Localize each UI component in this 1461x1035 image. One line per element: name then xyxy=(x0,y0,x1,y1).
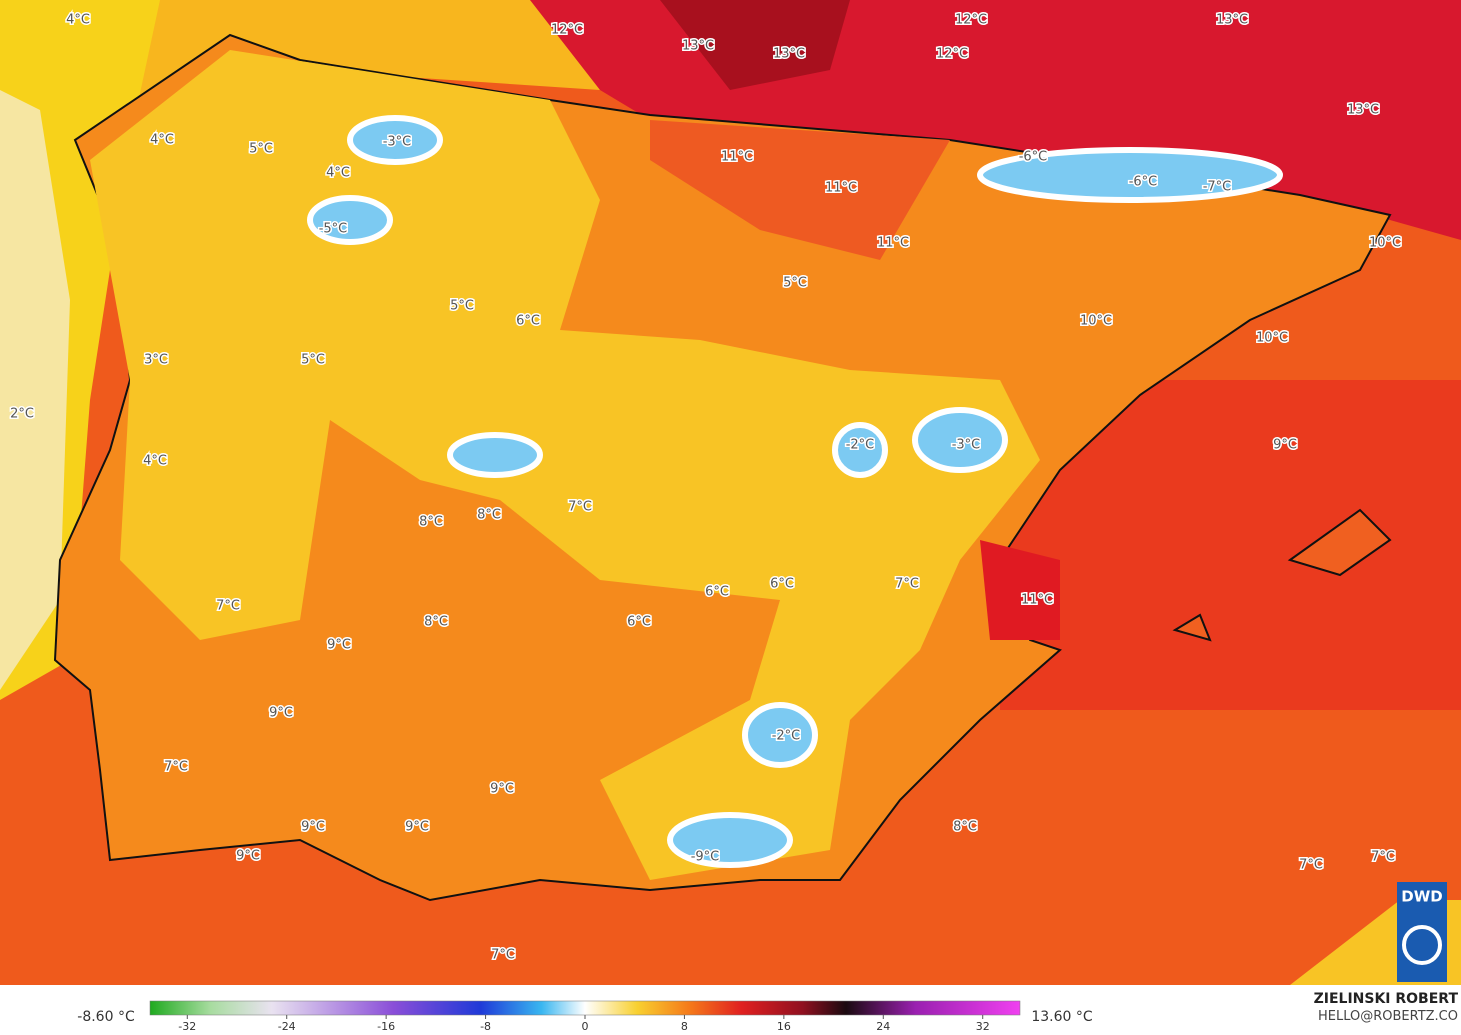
temperature-label: 7°C xyxy=(491,948,515,963)
temperature-label: 9°C xyxy=(269,706,293,721)
temperature-label: 7°C xyxy=(216,599,240,614)
temperature-label: 9°C xyxy=(301,820,325,835)
cold-patches xyxy=(307,115,1283,868)
colorbar xyxy=(149,1000,1021,1016)
temperature-label: 9°C xyxy=(236,849,260,864)
temperature-label: 9°C xyxy=(1273,438,1297,453)
temperature-label: 12°C xyxy=(936,47,968,62)
logo-text: DWD xyxy=(1401,888,1442,906)
logo xyxy=(1397,882,1447,982)
map xyxy=(0,0,1461,985)
temperature-label: -2°C xyxy=(772,729,801,744)
temperature-label: 10°C xyxy=(1256,331,1288,346)
temperature-label: 11°C xyxy=(825,181,857,196)
temperature-label: 9°C xyxy=(327,638,351,653)
valencia xyxy=(980,540,1060,640)
temperature-label: 11°C xyxy=(877,236,909,251)
temperature-label: 6°C xyxy=(770,577,794,592)
email: HELLO@ROBERTZ.CO xyxy=(1318,1009,1458,1024)
meseta xyxy=(90,50,1040,880)
temperature-label: -7°C xyxy=(1203,180,1232,195)
temperature-label: 6°C xyxy=(705,585,729,600)
temperature-label: 6°C xyxy=(627,615,651,630)
colorbar-tick-label: 16 xyxy=(777,1020,791,1033)
temperature-label: 13°C xyxy=(1216,13,1248,28)
temperature-label: 4°C xyxy=(150,133,174,148)
temperature-label: 6°C xyxy=(516,314,540,329)
temperature-label: -3°C xyxy=(383,135,412,150)
temperature-label: 2°C xyxy=(10,407,34,422)
temperature-label: -9°C xyxy=(691,850,720,865)
temperature-label: 7°C xyxy=(568,500,592,515)
temperature-label: 3°C xyxy=(144,353,168,368)
colorbar-tick-label: -24 xyxy=(278,1020,296,1033)
temperature-label: 13°C xyxy=(773,47,805,62)
temperature-label: 9°C xyxy=(490,782,514,797)
france-dark xyxy=(660,0,850,90)
temperature-label: 7°C xyxy=(164,760,188,775)
temperature-label: 13°C xyxy=(682,39,714,54)
colorbar-tick-label: -8 xyxy=(480,1020,491,1033)
temperature-label: -5°C xyxy=(319,222,348,237)
temperature-label: -2°C xyxy=(846,438,875,453)
colorbar-tick-label: 0 xyxy=(582,1020,589,1033)
temperature-label: 8°C xyxy=(424,615,448,630)
ebro xyxy=(650,120,950,260)
temperature-label: -3°C xyxy=(952,438,981,453)
atlantic-pale xyxy=(0,90,70,690)
temperature-label: 12°C xyxy=(955,13,987,28)
colorbar-ticks: -32 -24 -16 -8 0 8 16 24 32 xyxy=(178,1015,990,1033)
temperature-label: 7°C xyxy=(1371,850,1395,865)
colorbar-tick-label: -32 xyxy=(178,1020,196,1033)
temperature-label: 4°C xyxy=(326,166,350,181)
temperature-label: 4°C xyxy=(66,13,90,28)
temperature-label: 5°C xyxy=(301,353,325,368)
temperature-label: 7°C xyxy=(1299,858,1323,873)
temperature-label: 10°C xyxy=(1369,236,1401,251)
temperature-label: 13°C xyxy=(1347,103,1379,118)
temperature-label: 9°C xyxy=(405,820,429,835)
temperature-label: 5°C xyxy=(249,142,273,157)
temperature-label: 8°C xyxy=(419,515,443,530)
colorbar-min: -8.60 °C xyxy=(77,1009,135,1025)
temperature-label: 12°C xyxy=(551,23,583,38)
temperature-label: -6°C xyxy=(1019,150,1048,165)
temperature-label: 5°C xyxy=(783,276,807,291)
colorbar-tick-label: 8 xyxy=(681,1020,688,1033)
colorbar-tick-label: 24 xyxy=(876,1020,890,1033)
colorbar-max: 13.60 °C xyxy=(1031,1009,1093,1025)
temperature-labels: 4°C 12°C 13°C 13°C 12°C 12°C 13°C 13°C 4°C 5°C -3°… xyxy=(9,11,1403,964)
temperature-label: 11°C xyxy=(721,150,753,165)
logo-swirl xyxy=(1402,925,1442,965)
temperature-label: 11°C xyxy=(1021,593,1053,608)
temperature-label: 4°C xyxy=(143,454,167,469)
temperature-label: 8°C xyxy=(953,820,977,835)
temperature-label: 8°C xyxy=(477,508,501,523)
islands xyxy=(1172,508,1392,642)
temperature-label: 7°C xyxy=(895,577,919,592)
temperature-label: 5°C xyxy=(450,299,474,314)
colorbar-tick-label: -16 xyxy=(377,1020,395,1033)
atlantic-north xyxy=(0,0,600,200)
temperature-label: -6°C xyxy=(1129,175,1158,190)
author: ZIELINSKI ROBERT xyxy=(1314,991,1459,1007)
colorbar-tick-label: 32 xyxy=(976,1020,990,1033)
temperature-label: 10°C xyxy=(1080,314,1112,329)
